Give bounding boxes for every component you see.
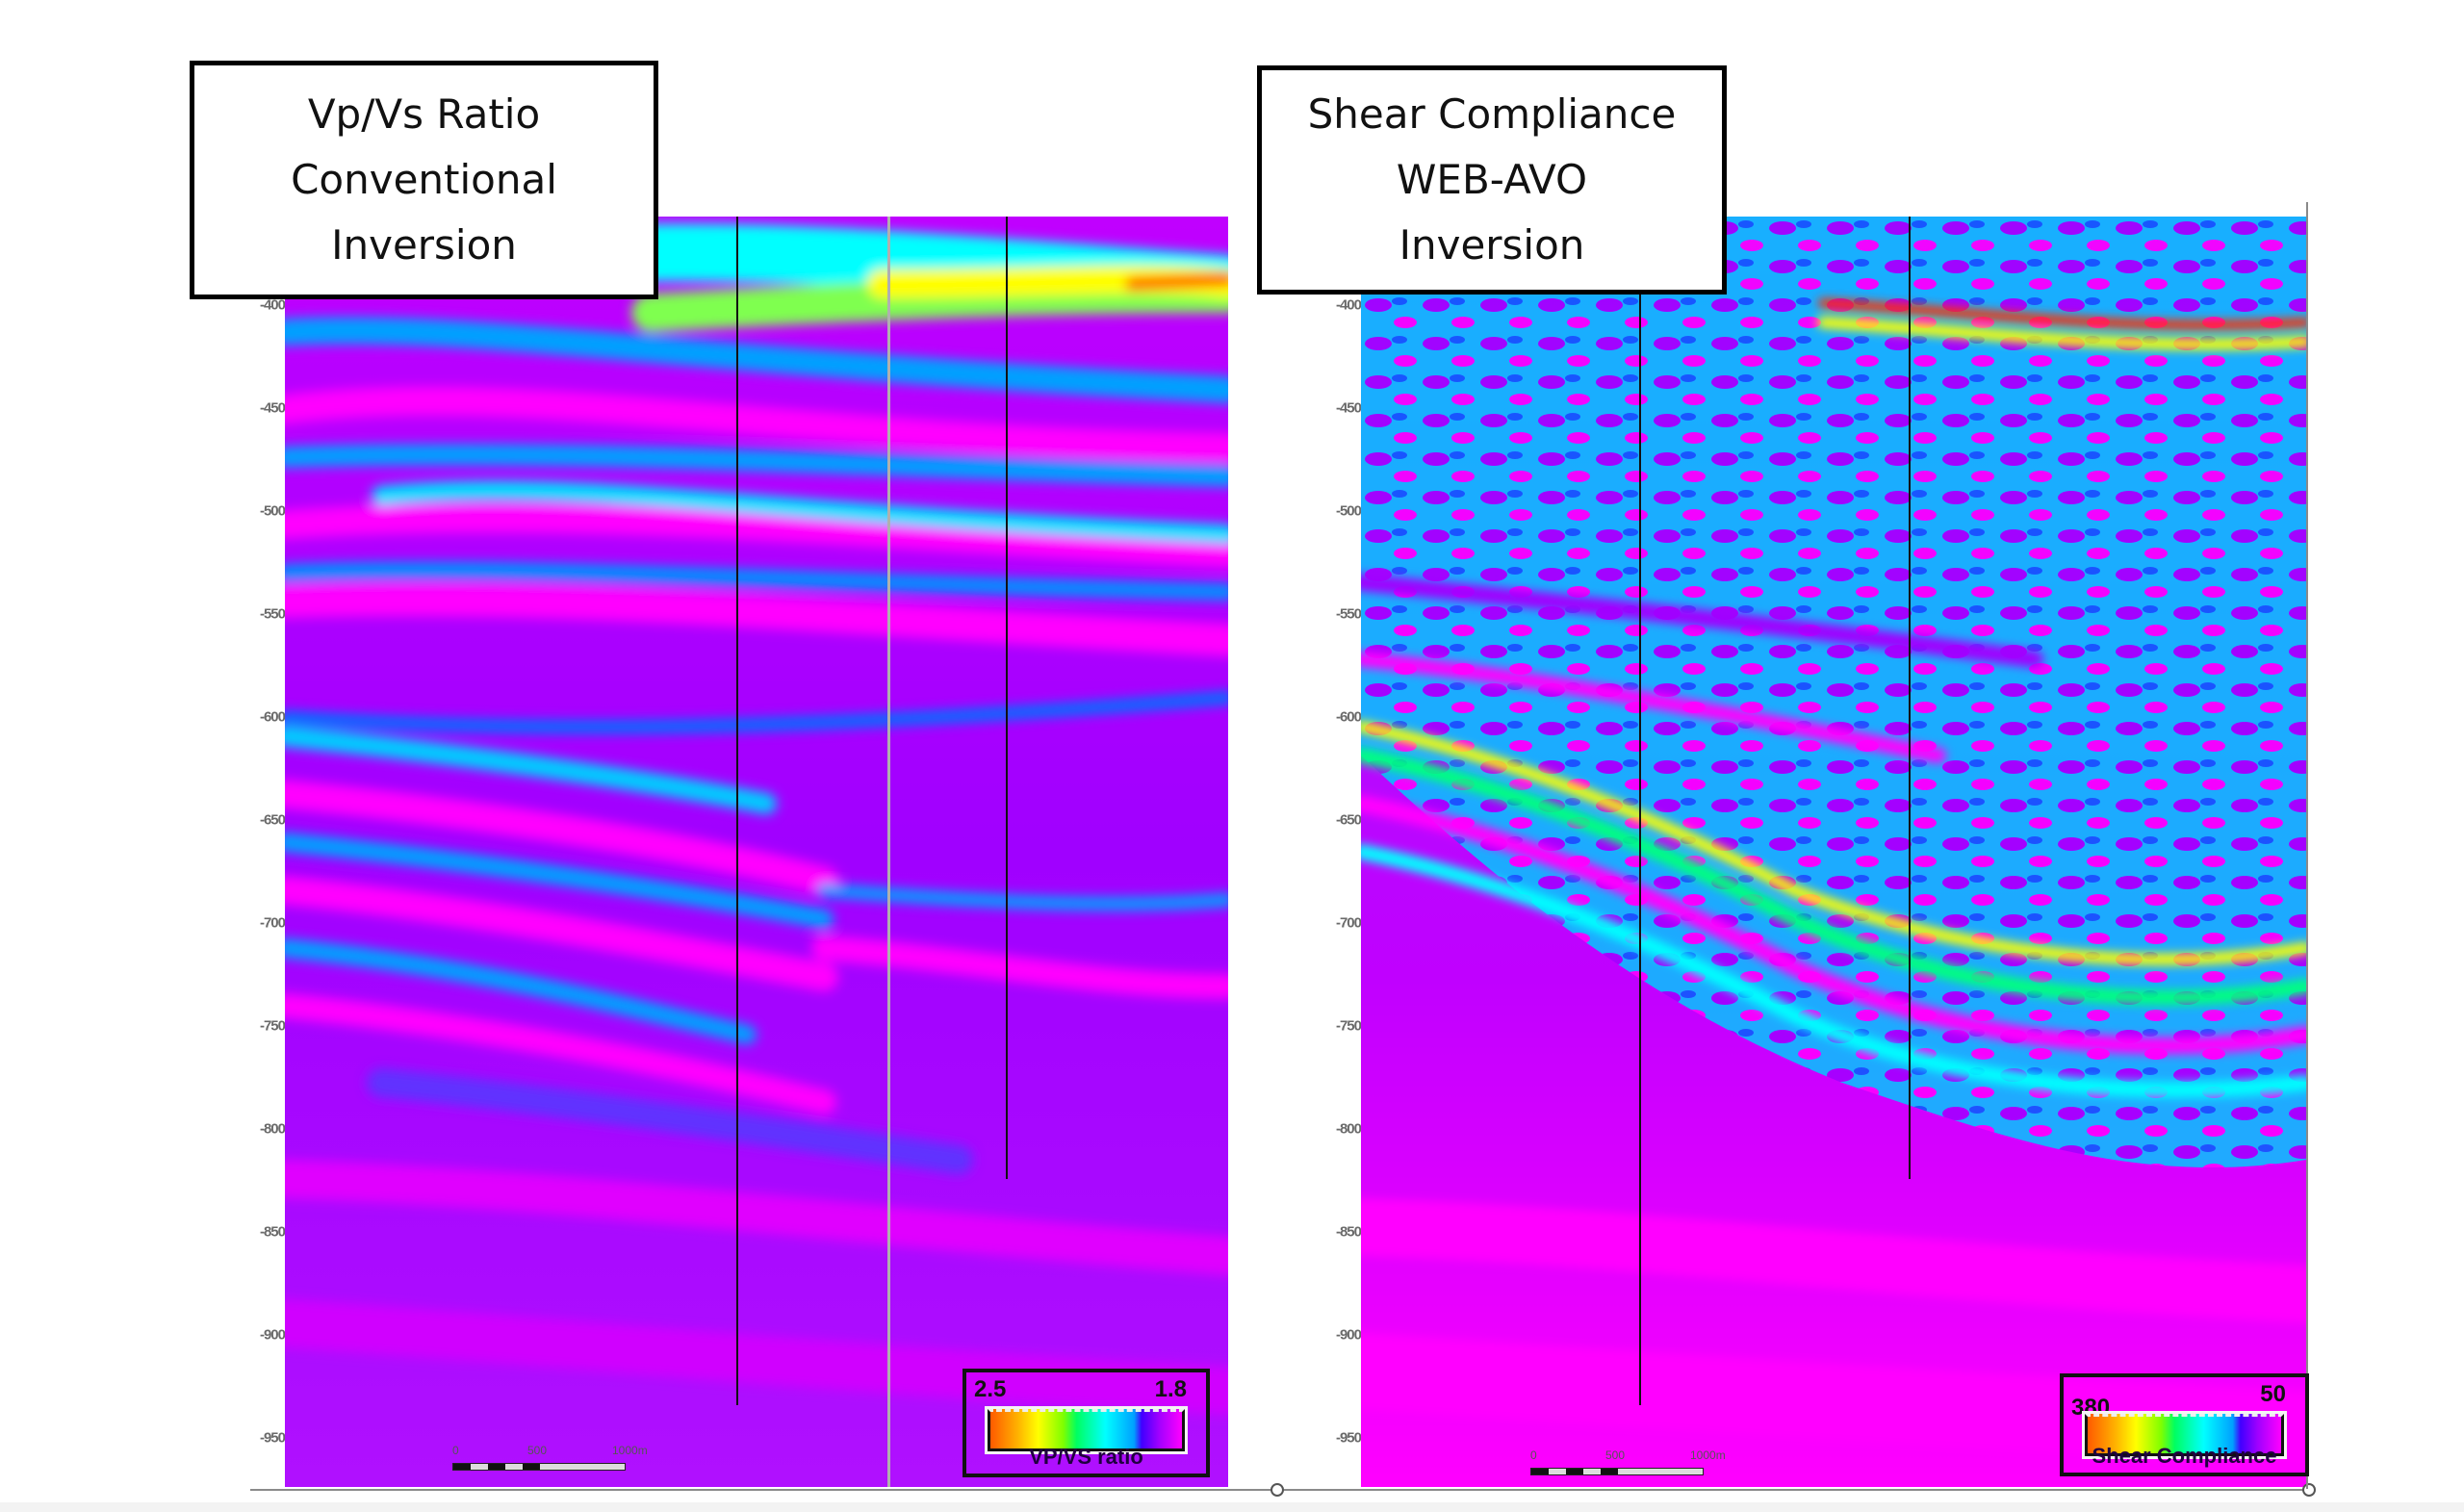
left-depth-axis: -400 -450 -500 -550 -600 -650 -700 -750 … <box>227 217 286 1487</box>
y-tick: -500 <box>1335 502 1362 520</box>
y-tick: -850 <box>259 1223 286 1241</box>
title-line: Conventional <box>291 156 557 203</box>
title-line: Shear Compliance <box>1307 90 1677 138</box>
title-line: Inversion <box>1399 221 1585 269</box>
section-divider <box>887 217 890 1487</box>
colorbar-max: 50 <box>2260 1381 2286 1407</box>
y-tick: -950 <box>259 1429 286 1447</box>
colorbar-gradient <box>2085 1414 2284 1456</box>
colorbar-label: VP/VS ratio <box>1029 1445 1143 1469</box>
scale-label: 1000m <box>612 1444 648 1457</box>
y-tick: -650 <box>259 811 286 829</box>
right-depth-axis: -400 -450 -500 -550 -600 -650 -700 -750 … <box>1303 217 1362 1487</box>
y-tick: -750 <box>1335 1017 1362 1035</box>
y-tick: -600 <box>1335 708 1362 726</box>
y-tick: -450 <box>259 399 286 417</box>
y-tick: -400 <box>259 296 286 314</box>
title-line: WEB-AVO <box>1396 156 1588 203</box>
colorbar-label: Shear Compliance <box>2092 1444 2277 1468</box>
y-tick: -550 <box>259 605 286 623</box>
y-tick: -550 <box>1335 605 1362 623</box>
y-tick: -450 <box>1335 399 1362 417</box>
title-line: Inversion <box>331 221 517 269</box>
shear-compliance-colorbar-legend: 380 50 Shear Compliance <box>2060 1373 2309 1476</box>
y-tick: -900 <box>1335 1326 1362 1344</box>
y-tick: -700 <box>1335 914 1362 932</box>
y-tick: -900 <box>259 1326 286 1344</box>
vpvs-colorbar-legend: 2.5 1.8 VP/VS ratio <box>962 1369 1210 1477</box>
right-panel-title: Shear Compliance WEB-AVO Inversion <box>1257 65 1727 295</box>
footer-strip <box>0 1502 2464 1512</box>
y-tick: -950 <box>1335 1429 1362 1447</box>
connector-node[interactable] <box>2302 1483 2316 1497</box>
right-scale-bar: 0 500 1000m <box>1530 1448 1732 1475</box>
scale-label: 0 <box>1530 1448 1537 1462</box>
colorbar-gradient <box>988 1409 1185 1451</box>
shear-compliance-seismic-section <box>1361 217 2306 1487</box>
y-tick: -750 <box>259 1017 286 1035</box>
frame-edge <box>2306 202 2308 1489</box>
y-tick: -850 <box>1335 1223 1362 1241</box>
seismic-image <box>285 217 1228 1487</box>
connector-node[interactable] <box>1270 1483 1284 1497</box>
y-tick: -800 <box>1335 1120 1362 1138</box>
left-scale-bar: 0 500 1000m <box>452 1444 654 1471</box>
scale-label: 0 <box>452 1444 459 1457</box>
y-tick: -400 <box>1335 296 1362 314</box>
y-tick: -800 <box>259 1120 286 1138</box>
y-tick: -500 <box>259 502 286 520</box>
vpvs-seismic-section <box>285 217 1228 1487</box>
colorbar-min: 2.5 <box>974 1376 1007 1402</box>
title-line: Vp/Vs Ratio <box>307 90 541 138</box>
left-panel-title: Vp/Vs Ratio Conventional Inversion <box>190 61 658 299</box>
seismic-image <box>1361 217 2306 1487</box>
scale-label: 500 <box>1605 1448 1626 1462</box>
y-tick: -700 <box>259 914 286 932</box>
scale-label: 500 <box>527 1444 548 1457</box>
scale-label: 1000m <box>1690 1448 1726 1462</box>
y-tick: -600 <box>259 708 286 726</box>
colorbar-max: 1.8 <box>1154 1376 1187 1402</box>
y-tick: -650 <box>1335 811 1362 829</box>
